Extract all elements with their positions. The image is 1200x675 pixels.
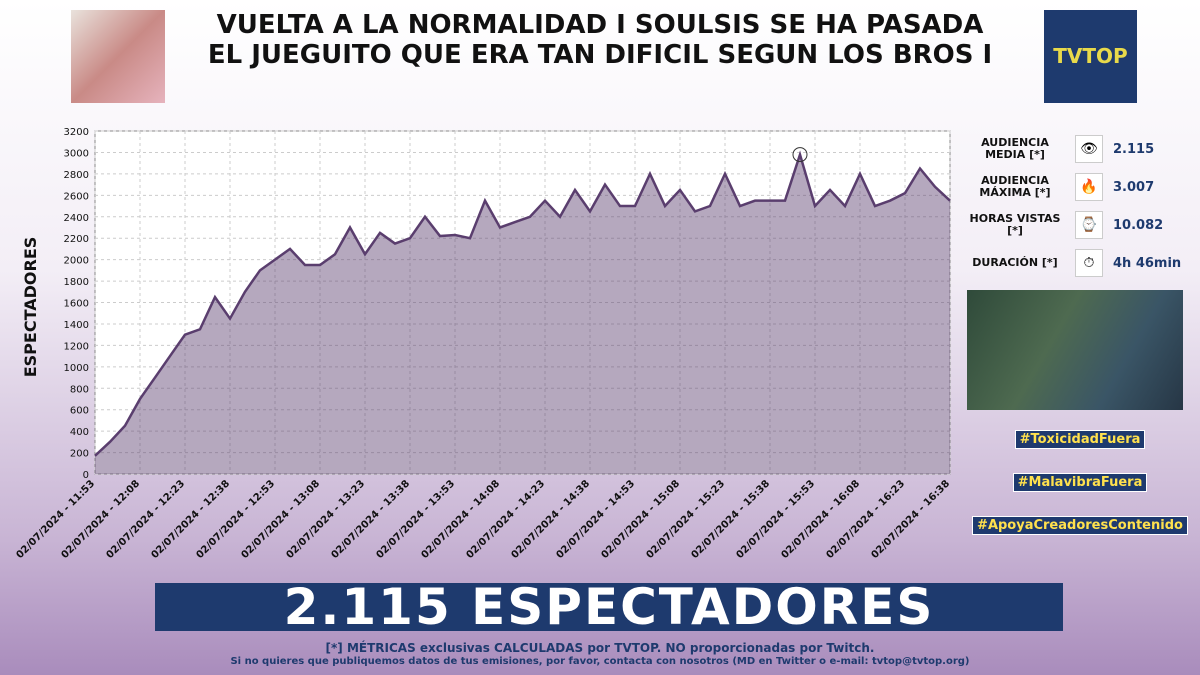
stat-row: DURACIÓN [*] ⏱ 4h 46min <box>965 244 1195 282</box>
y-tick-label: 1600 <box>64 299 89 310</box>
x-tick-label: 02/07/2024 - 13:23 <box>284 478 367 561</box>
area <box>95 154 950 475</box>
stat-row: AUDIENCIA MEDIA [*] 👁 2.115 <box>965 130 1195 168</box>
banner: 2.115 ESPECTADORES <box>155 582 1063 632</box>
y-tick-label: 800 <box>70 384 89 395</box>
x-tick-label: 02/07/2024 - 14:38 <box>509 478 592 561</box>
stat-icon: 👁 <box>1075 135 1103 163</box>
title: VUELTA A LA NORMALIDAD I SOULSIS SE HA P… <box>207 10 993 70</box>
y-tick-label: 1200 <box>64 341 89 352</box>
stat-icon: ⌚ <box>1075 211 1103 239</box>
x-tick-label: 02/07/2024 - 12:23 <box>104 478 187 561</box>
avatar <box>71 10 165 103</box>
x-tick-label: 02/07/2024 - 14:08 <box>419 478 502 561</box>
x-tick-label: 02/07/2024 - 15:38 <box>689 478 772 561</box>
x-tick-label: 02/07/2024 - 15:23 <box>644 478 727 561</box>
y-tick-label: 200 <box>70 449 89 460</box>
stat-value: 3.007 <box>1113 179 1155 195</box>
x-tick-label: 02/07/2024 - 15:53 <box>734 478 817 561</box>
y-tick-label: 1400 <box>64 320 89 331</box>
x-tick-label: 02/07/2024 - 12:38 <box>149 478 232 561</box>
x-tick-label: 02/07/2024 - 16:38 <box>869 478 952 561</box>
x-tick-label: 02/07/2024 - 13:08 <box>239 478 322 561</box>
y-tick-label: 2600 <box>64 191 89 202</box>
line <box>94 150 951 457</box>
y-tick-label: 1800 <box>64 277 89 288</box>
y-tick-label: 3000 <box>64 148 89 159</box>
stat-icon: 🔥 <box>1075 173 1103 201</box>
footer-note: [*] MÉTRICAS exclusivas CALCULADAS por T… <box>325 641 875 655</box>
x-tick-label: 02/07/2024 - 12:53 <box>194 478 277 561</box>
y-tick-label: 3200 <box>64 127 89 138</box>
x-tick-label: 02/07/2024 - 14:23 <box>464 478 547 561</box>
stat-label: AUDIENCIA MÁXIMA [*] <box>979 174 1051 199</box>
y-tick-label: 400 <box>70 427 89 438</box>
y-tick-label: 0 <box>83 470 89 481</box>
hashtag: #ToxicidadFuera <box>1014 430 1146 449</box>
stat-label: HORAS VISTAS [*] <box>969 212 1061 237</box>
stat-value: 10.082 <box>1113 217 1164 233</box>
x-tick-label: 02/07/2024 - 16:08 <box>779 478 862 561</box>
y-tick-label: 1000 <box>64 363 89 374</box>
hashtag: #MalavibraFuera <box>1012 473 1148 492</box>
game-screenshot <box>967 290 1183 410</box>
y-tick-label: 600 <box>70 406 89 417</box>
y-tick-label: 2000 <box>64 256 89 267</box>
hashtags: #ToxicidadFuera #MalavibraFuera #ApoyaCrea… <box>960 428 1200 557</box>
chart: ESPECTADORES 0 200 400 600 800 1000 1200 1400 16… <box>14 127 952 561</box>
y-axis-label: ESPECTADORES <box>21 237 40 378</box>
stat-label: DURACIÓN [*] <box>972 256 1058 269</box>
stat-value: 4h 46min <box>1113 255 1182 271</box>
stat-value: 2.115 <box>1113 141 1155 157</box>
x-tick-label: 02/07/2024 - 13:38 <box>329 478 412 561</box>
x-tick-label: 02/07/2024 - 16:23 <box>824 478 907 561</box>
y-tick-label: 2400 <box>64 213 89 224</box>
stat-label: AUDIENCIA MEDIA [*] <box>981 136 1049 161</box>
max-marker <box>792 147 808 163</box>
y-tick-label: 2800 <box>64 170 89 181</box>
hashtag-row: #MalavibraFuera <box>960 471 1200 514</box>
stats-panel: AUDIENCIA MEDIA [*] 👁 2.115 AUDIENCIA MÁXIM… <box>965 130 1195 282</box>
x-tick-label: 02/07/2024 - 15:08 <box>599 478 682 561</box>
hashtag-row: #ToxicidadFuera <box>960 428 1200 471</box>
logo: TVTOP <box>1044 10 1137 103</box>
hashtag: #ApoyaCreadoresContenido <box>972 516 1188 535</box>
x-tick-label: 02/07/2024 - 14:53 <box>554 478 637 561</box>
footer-contact: Si no quieres que publiquemos datos de t… <box>230 656 970 667</box>
stat-row: AUDIENCIA MÁXIMA [*] 🔥 3.007 <box>965 168 1195 206</box>
stat-icon: ⏱ <box>1075 249 1103 277</box>
x-tick-label: 02/07/2024 - 12:08 <box>59 478 142 561</box>
y-tick-label: 2200 <box>64 234 89 245</box>
stat-row: HORAS VISTAS [*] ⌚ 10.082 <box>965 206 1195 244</box>
hashtag-row: #ApoyaCreadoresContenido <box>960 514 1200 557</box>
x-tick-label: 02/07/2024 - 13:53 <box>374 478 457 561</box>
x-tick-label: 02/07/2024 - 11:53 <box>14 478 97 561</box>
